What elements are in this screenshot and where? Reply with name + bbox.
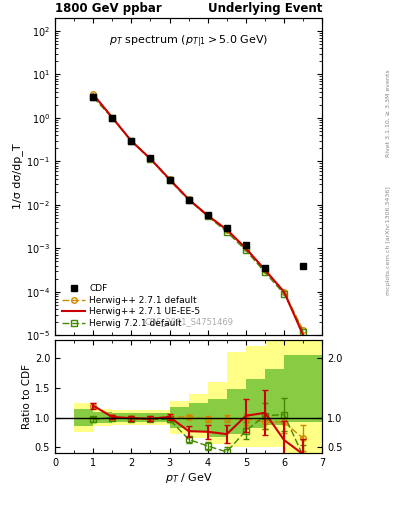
- Text: Underlying Event: Underlying Event: [208, 3, 322, 15]
- Bar: [246, 379, 265, 428]
- Y-axis label: Ratio to CDF: Ratio to CDF: [22, 365, 32, 429]
- Bar: [189, 403, 208, 432]
- Bar: [169, 401, 189, 434]
- Bar: [151, 410, 169, 425]
- Text: 1800 GeV ppbar: 1800 GeV ppbar: [55, 3, 162, 15]
- Bar: [265, 369, 284, 424]
- Bar: [131, 413, 151, 422]
- Text: Rivet 3.1.10, ≥ 3.3M events: Rivet 3.1.10, ≥ 3.3M events: [386, 69, 391, 157]
- Bar: [169, 407, 189, 428]
- Bar: [246, 347, 265, 447]
- Bar: [93, 412, 112, 423]
- Bar: [151, 413, 169, 422]
- Bar: [284, 329, 322, 453]
- Bar: [284, 355, 322, 422]
- Text: mcplots.cern.ch [arXiv:1306.3436]: mcplots.cern.ch [arXiv:1306.3436]: [386, 186, 391, 294]
- Bar: [265, 340, 284, 447]
- Bar: [112, 411, 131, 424]
- Y-axis label: 1/σ dσ/dp_T: 1/σ dσ/dp_T: [12, 144, 23, 209]
- Bar: [208, 382, 227, 444]
- Legend: CDF, Herwig++ 2.7.1 default, Herwig++ 2.7.1 UE-EE-5, Herwig 7.2.1 default: CDF, Herwig++ 2.7.1 default, Herwig++ 2.…: [59, 281, 203, 331]
- Bar: [93, 409, 112, 426]
- Bar: [74, 403, 93, 432]
- Text: $p_T$ spectrum ($p_{T|1} > 5.0$ GeV): $p_T$ spectrum ($p_{T|1} > 5.0$ GeV): [109, 34, 268, 50]
- Bar: [74, 409, 93, 426]
- Bar: [208, 398, 227, 437]
- Text: CDF_2001_S4751469: CDF_2001_S4751469: [144, 317, 233, 326]
- X-axis label: $p_T$ / GeV: $p_T$ / GeV: [165, 471, 213, 485]
- Bar: [227, 352, 246, 447]
- Bar: [189, 394, 208, 438]
- Bar: [227, 389, 246, 434]
- Bar: [112, 413, 131, 422]
- Bar: [131, 411, 151, 424]
